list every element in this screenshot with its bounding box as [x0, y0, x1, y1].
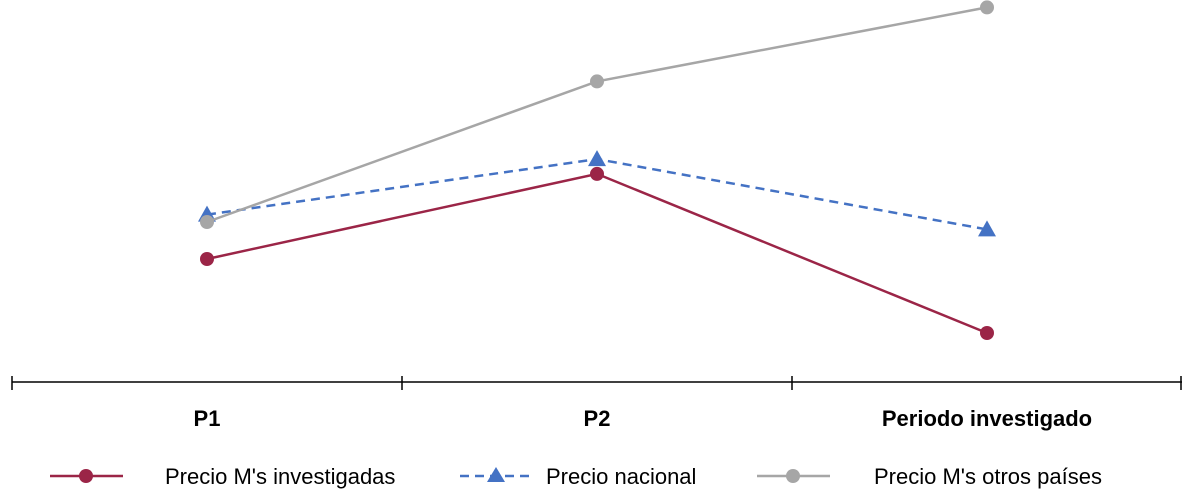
legend-label-precio-ms-investigadas: Precio M's investigadas: [165, 464, 395, 489]
data-point-circle: [590, 74, 604, 89]
legend-label-precio-nacional: Precio nacional: [546, 464, 696, 489]
data-point-circle: [200, 252, 214, 266]
legend-label-precio-ms-otros-paises: Precio M's otros países: [874, 464, 1102, 489]
data-point-circle: [980, 326, 994, 340]
series-line-precio-m-s-investigadas: [206, 172, 988, 335]
data-point-circle: [200, 215, 214, 229]
data-point-triangle: [588, 150, 606, 167]
plot-area: [198, 0, 996, 340]
series-line-precio-m-s-otros-pa-ses: [206, 6, 988, 224]
data-point-circle: [590, 166, 604, 181]
x-tick-label-p2: P2: [584, 406, 611, 431]
legend-item-precio-nacional: Precio nacional: [460, 464, 696, 489]
data-point-circle: [980, 0, 994, 15]
legend-marker-circle: [786, 469, 800, 483]
legend-marker-circle: [79, 469, 93, 483]
legend-item-precio-ms-otros-paises: Precio M's otros países: [757, 464, 1102, 489]
data-point-triangle: [978, 220, 996, 237]
legend-marker-triangle: [487, 467, 505, 482]
x-tick-label-p1: P1: [194, 406, 221, 431]
legend: Precio M's investigadas Precio nacional …: [50, 464, 1102, 489]
legend-item-precio-ms-investigadas: Precio M's investigadas: [50, 464, 395, 489]
x-tick-label-periodo-investigado: Periodo investigado: [882, 406, 1092, 431]
x-axis: P1 P2 Periodo investigado: [11, 376, 1182, 431]
